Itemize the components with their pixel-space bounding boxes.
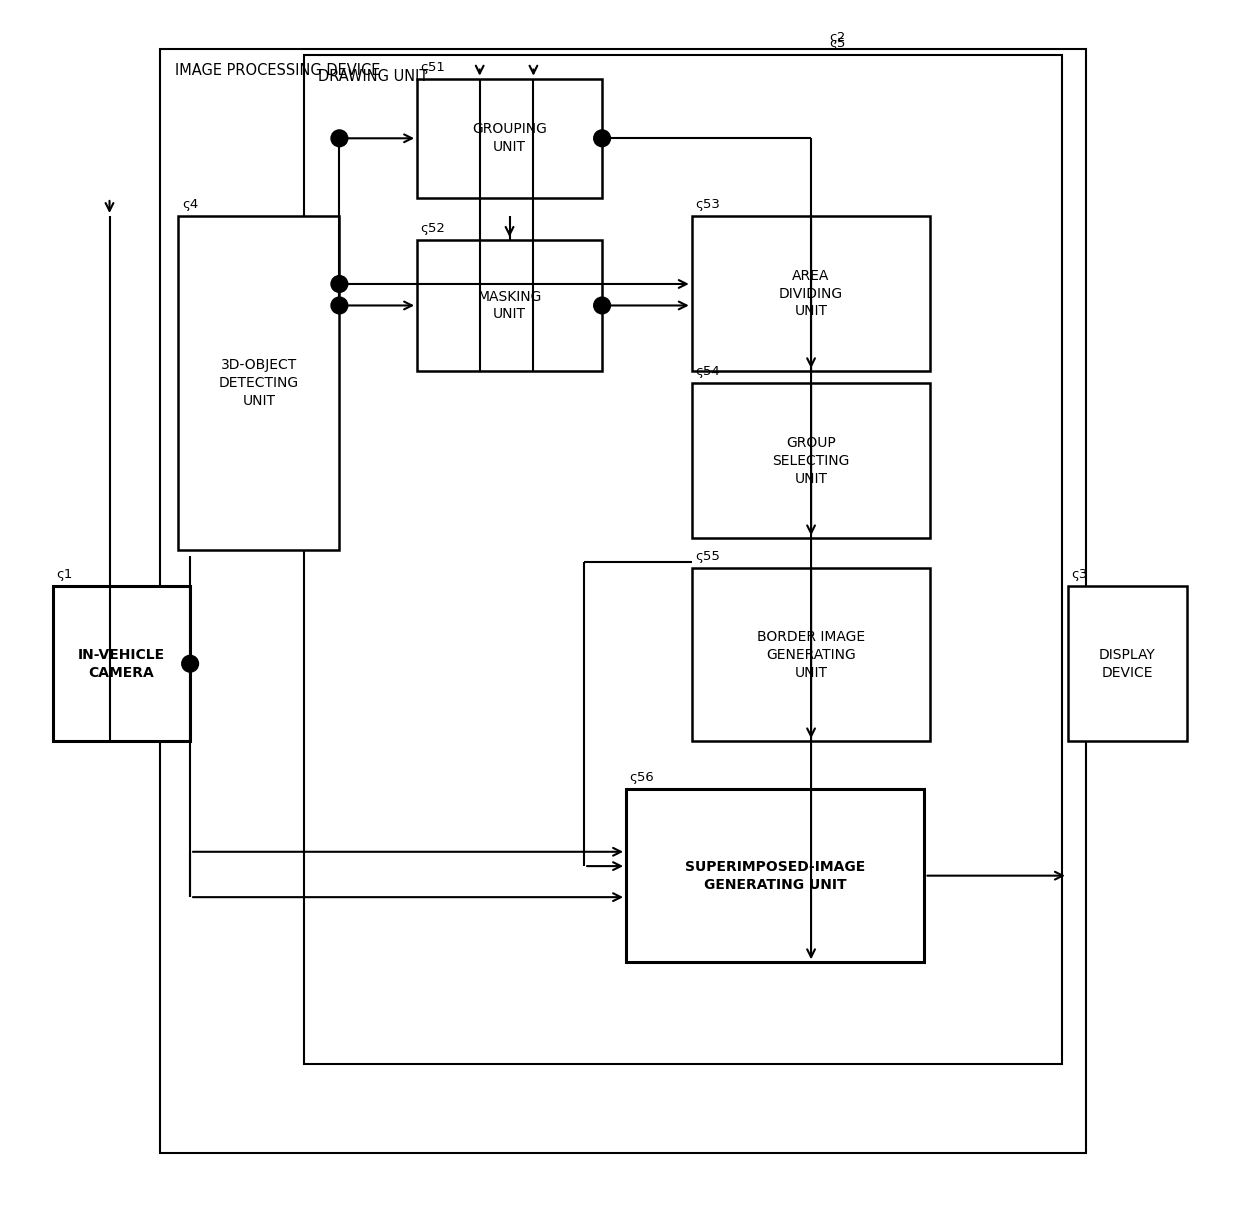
Text: ς4: ς4 — [182, 198, 198, 211]
Text: ς54: ς54 — [696, 365, 720, 378]
Text: IMAGE PROCESSING DEVICE: IMAGE PROCESSING DEVICE — [175, 63, 379, 79]
Bar — [417, 79, 603, 198]
Text: 3D-OBJECT
DETECTING
UNIT: 3D-OBJECT DETECTING UNIT — [218, 359, 299, 408]
Bar — [692, 568, 930, 742]
Bar — [692, 216, 930, 371]
Circle shape — [331, 275, 347, 292]
Bar — [417, 240, 603, 371]
Circle shape — [331, 130, 347, 146]
Bar — [692, 383, 930, 539]
Text: ς2: ς2 — [830, 31, 846, 43]
Text: DRAWING UNIT: DRAWING UNIT — [317, 69, 428, 85]
Circle shape — [594, 130, 610, 146]
Text: GROUPING
UNIT: GROUPING UNIT — [472, 122, 547, 155]
Bar — [626, 789, 925, 963]
Circle shape — [331, 297, 347, 314]
Bar — [1068, 586, 1187, 742]
Text: ς51: ς51 — [420, 60, 445, 74]
Bar — [53, 586, 190, 742]
Text: BORDER IMAGE
GENERATING
UNIT: BORDER IMAGE GENERATING UNIT — [756, 629, 866, 680]
Text: ς52: ς52 — [420, 222, 445, 236]
Bar — [160, 48, 1086, 1154]
Text: AREA
DIVIDING
UNIT: AREA DIVIDING UNIT — [779, 268, 843, 319]
Text: ς53: ς53 — [696, 198, 720, 211]
Text: SUPERIMPOSED-IMAGE
GENERATING UNIT: SUPERIMPOSED-IMAGE GENERATING UNIT — [686, 860, 866, 892]
Text: MASKING
UNIT: MASKING UNIT — [477, 290, 542, 321]
Text: ς56: ς56 — [630, 772, 655, 784]
Text: IN-VEHICLE
CAMERA: IN-VEHICLE CAMERA — [78, 647, 165, 680]
Text: ς55: ς55 — [696, 551, 720, 563]
Text: GROUP
SELECTING
UNIT: GROUP SELECTING UNIT — [773, 436, 849, 486]
Circle shape — [182, 656, 198, 672]
Bar — [304, 54, 1061, 1064]
Text: ς5: ς5 — [830, 37, 846, 50]
Circle shape — [594, 297, 610, 314]
Text: DISPLAY
DEVICE: DISPLAY DEVICE — [1099, 647, 1156, 680]
Text: ς3: ς3 — [1071, 568, 1087, 581]
Text: ς1: ς1 — [56, 568, 73, 581]
Bar — [179, 216, 340, 551]
